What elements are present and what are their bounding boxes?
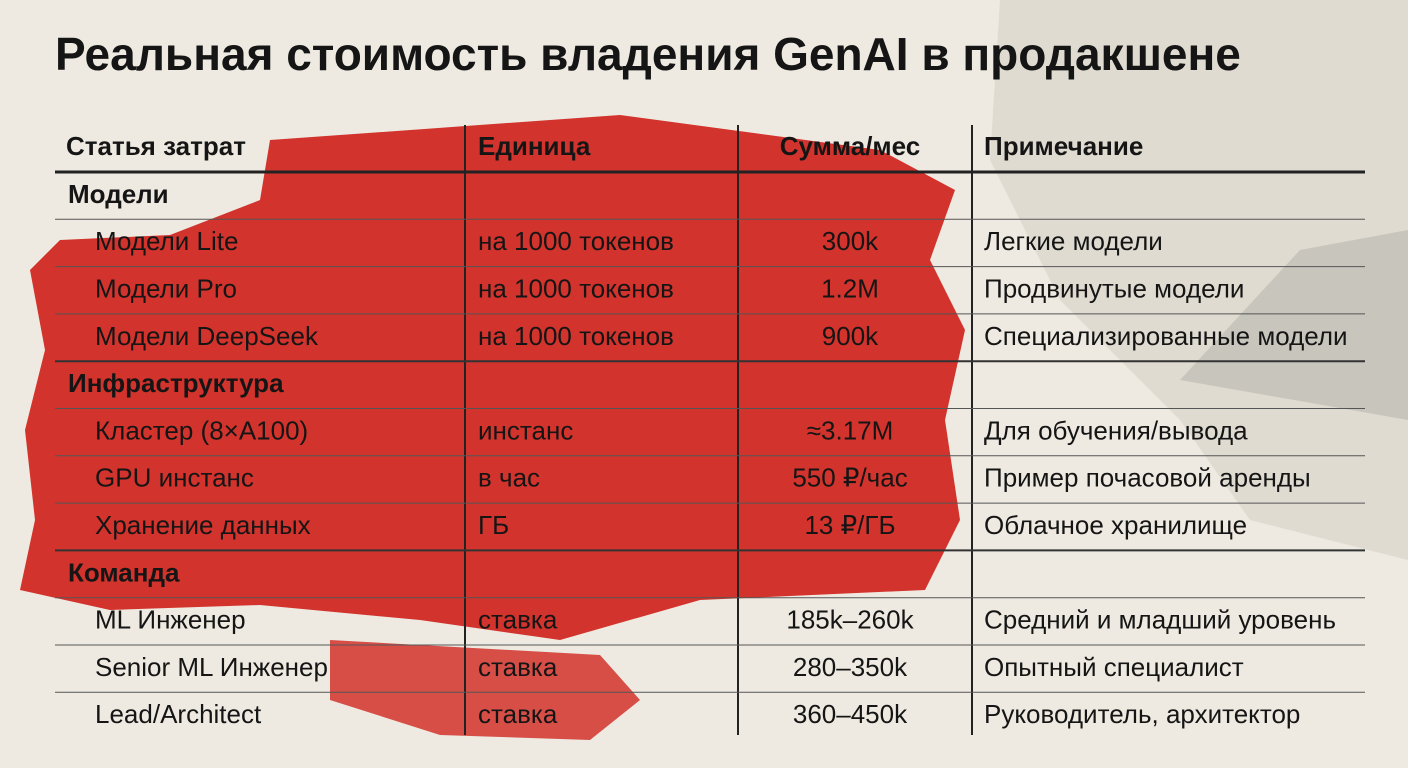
cell: Специализированные модели: [984, 321, 1348, 351]
red-brush: [20, 115, 965, 640]
cell: GPU инстанс: [95, 463, 254, 493]
cell: 360–450k: [793, 699, 908, 729]
cell: 550 ₽/час: [792, 463, 907, 493]
cell: на 1000 токенов: [478, 321, 674, 351]
cell: инстанс: [478, 415, 573, 445]
cell: Lead/Architect: [95, 699, 262, 729]
cell: на 1000 токенов: [478, 273, 674, 303]
red-brush: [330, 640, 640, 740]
cell: Средний и младший уровень: [984, 605, 1336, 635]
cell: на 1000 токенов: [478, 226, 674, 256]
column-header: Единица: [478, 131, 591, 161]
cell: 300k: [822, 226, 879, 256]
cell: 900k: [822, 321, 879, 351]
cell: ставка: [478, 699, 558, 729]
title: Реальная стоимость владения GenAI в прод…: [55, 28, 1241, 80]
cell: ставка: [478, 652, 558, 682]
cell: ГБ: [478, 510, 509, 540]
cell: Облачное хранилище: [984, 510, 1247, 540]
cell: 280–350k: [793, 652, 908, 682]
section-label: Инфраструктура: [68, 368, 284, 398]
cell: Senior ML Инженер: [95, 652, 328, 682]
cell: 13 ₽/ГБ: [804, 510, 895, 540]
cell: ставка: [478, 605, 558, 635]
cell: ≈3.17M: [807, 415, 894, 445]
section-label: Команда: [68, 557, 180, 587]
cell: Опытный специалист: [984, 652, 1244, 682]
grey-brush: [1180, 230, 1408, 420]
cell: Кластер (8×A100): [95, 415, 308, 445]
cell: Легкие модели: [984, 226, 1163, 256]
cell: 185k–260k: [786, 605, 914, 635]
cell: Модели Pro: [95, 273, 237, 303]
cell: в час: [478, 463, 540, 493]
cell: 1.2M: [821, 273, 879, 303]
column-header: Примечание: [984, 131, 1143, 161]
cell: Хранение данных: [95, 510, 311, 540]
cell: Для обучения/вывода: [984, 415, 1248, 445]
column-header: Сумма/мес: [780, 131, 921, 161]
cell: Модели Lite: [95, 226, 238, 256]
cell: ML Инженер: [95, 605, 246, 635]
cell: Продвинутые модели: [984, 273, 1244, 303]
grey-brush: [990, 0, 1408, 560]
cell: Модели DeepSeek: [95, 321, 319, 351]
section-label: Модели: [68, 179, 169, 209]
cell: Пример почасовой аренды: [984, 463, 1311, 493]
column-header: Статья затрат: [66, 131, 246, 161]
table: Статья затрат Единица Сумма/мес Примечание М…: [55, 131, 1365, 729]
cell: Руководитель, архитектор: [984, 699, 1300, 729]
